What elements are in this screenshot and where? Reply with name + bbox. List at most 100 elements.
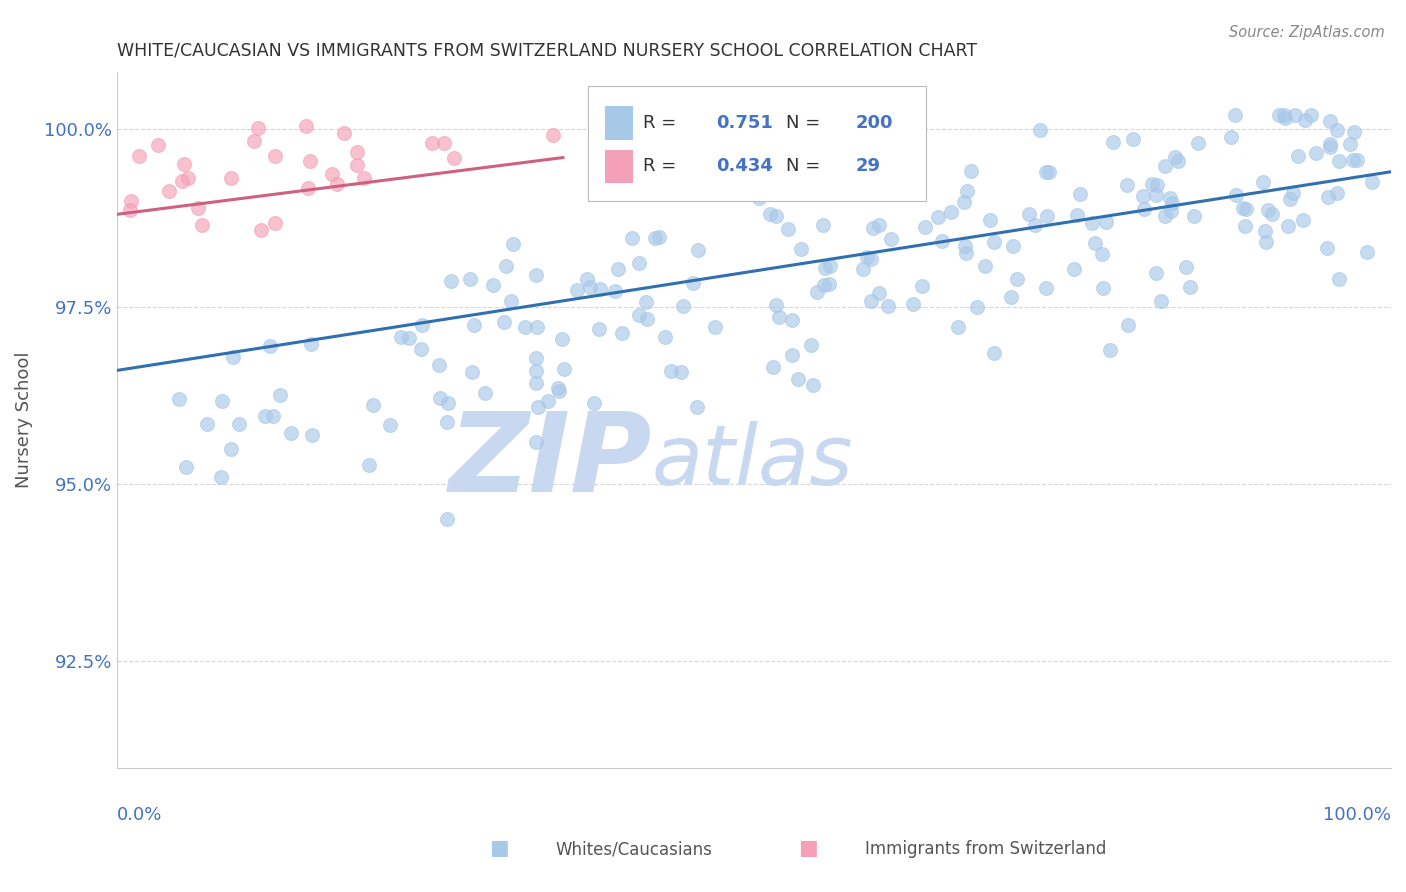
Point xyxy=(526,401,548,415)
Point xyxy=(1343,125,1365,139)
Point xyxy=(1018,207,1040,221)
Point xyxy=(636,294,658,309)
Point xyxy=(474,386,496,401)
Point xyxy=(780,313,803,327)
Point xyxy=(1187,136,1209,151)
Point xyxy=(983,235,1005,249)
Point xyxy=(1122,132,1144,146)
Point xyxy=(398,331,420,345)
Point xyxy=(966,300,988,314)
Text: WHITE/CAUCASIAN VS IMMIGRANTS FROM SWITZERLAND NURSERY SCHOOL CORRELATION CHART: WHITE/CAUCASIAN VS IMMIGRANTS FROM SWITZ… xyxy=(117,42,977,60)
Point xyxy=(547,384,569,398)
Point xyxy=(298,154,321,169)
Point xyxy=(588,322,610,336)
Point xyxy=(1140,177,1163,191)
Point xyxy=(187,201,209,215)
Point xyxy=(1024,219,1046,233)
Point xyxy=(120,194,142,208)
Point xyxy=(1278,193,1301,207)
Point xyxy=(1253,175,1275,189)
Point xyxy=(250,223,273,237)
Point xyxy=(1232,201,1254,215)
Point xyxy=(610,326,633,340)
Text: R =: R = xyxy=(643,157,676,176)
Point xyxy=(868,218,890,232)
Point xyxy=(1149,294,1171,309)
Point xyxy=(814,261,837,276)
Point xyxy=(524,376,547,390)
Point xyxy=(429,391,451,405)
Text: N =: N = xyxy=(786,114,820,132)
Point xyxy=(1091,281,1114,295)
Point xyxy=(1220,130,1243,145)
Point xyxy=(1274,112,1296,126)
Point xyxy=(869,153,891,168)
Point xyxy=(855,250,877,264)
Point xyxy=(672,299,695,313)
Point xyxy=(269,388,291,402)
Point xyxy=(1301,108,1323,122)
Point xyxy=(1091,246,1114,260)
Point xyxy=(939,205,962,219)
Point xyxy=(1084,235,1107,250)
Point xyxy=(173,157,195,171)
Point xyxy=(1116,318,1139,333)
Point xyxy=(174,459,197,474)
Text: ■: ■ xyxy=(799,838,818,858)
Point xyxy=(582,396,605,410)
Point xyxy=(748,191,770,205)
Point xyxy=(361,397,384,411)
Point xyxy=(910,279,932,293)
Point xyxy=(297,181,319,195)
Point xyxy=(1316,241,1339,255)
Point xyxy=(654,329,676,343)
Point xyxy=(211,393,233,408)
Point xyxy=(852,261,875,276)
Point xyxy=(778,222,800,236)
Point xyxy=(299,336,322,351)
Point xyxy=(346,145,368,160)
Point xyxy=(685,400,707,414)
Point xyxy=(1035,281,1057,295)
Point xyxy=(280,425,302,440)
Point xyxy=(868,286,890,301)
Point xyxy=(765,210,787,224)
Text: Whites/Caucasians: Whites/Caucasians xyxy=(555,840,713,858)
Point xyxy=(1329,153,1351,168)
Point xyxy=(429,358,451,372)
Point xyxy=(1164,150,1187,164)
Point xyxy=(526,320,548,334)
Text: 29: 29 xyxy=(856,157,882,176)
Point xyxy=(1253,225,1275,239)
Point xyxy=(1160,195,1182,210)
Point xyxy=(801,378,824,392)
Point xyxy=(346,158,368,172)
Point xyxy=(786,372,808,386)
Point xyxy=(1257,202,1279,217)
Point xyxy=(177,171,200,186)
Y-axis label: Nursery School: Nursery School xyxy=(15,351,32,488)
Point xyxy=(1099,343,1122,357)
Point xyxy=(636,312,658,326)
Point xyxy=(818,277,841,291)
Point xyxy=(621,231,644,245)
Point xyxy=(1133,202,1156,216)
Point xyxy=(955,245,977,260)
Text: ZIP: ZIP xyxy=(449,409,652,516)
Point xyxy=(780,348,803,362)
Point xyxy=(979,213,1001,227)
Point xyxy=(254,409,277,424)
Point xyxy=(433,136,456,150)
Point xyxy=(551,332,574,346)
Point xyxy=(264,149,287,163)
Point xyxy=(628,308,651,322)
Point xyxy=(437,396,460,410)
Point xyxy=(492,315,515,329)
Point xyxy=(1182,209,1205,223)
Point xyxy=(1029,123,1052,137)
Point xyxy=(543,128,565,143)
FancyBboxPatch shape xyxy=(588,87,927,201)
Text: atlas: atlas xyxy=(652,421,853,502)
Point xyxy=(502,237,524,252)
Point xyxy=(333,126,356,140)
